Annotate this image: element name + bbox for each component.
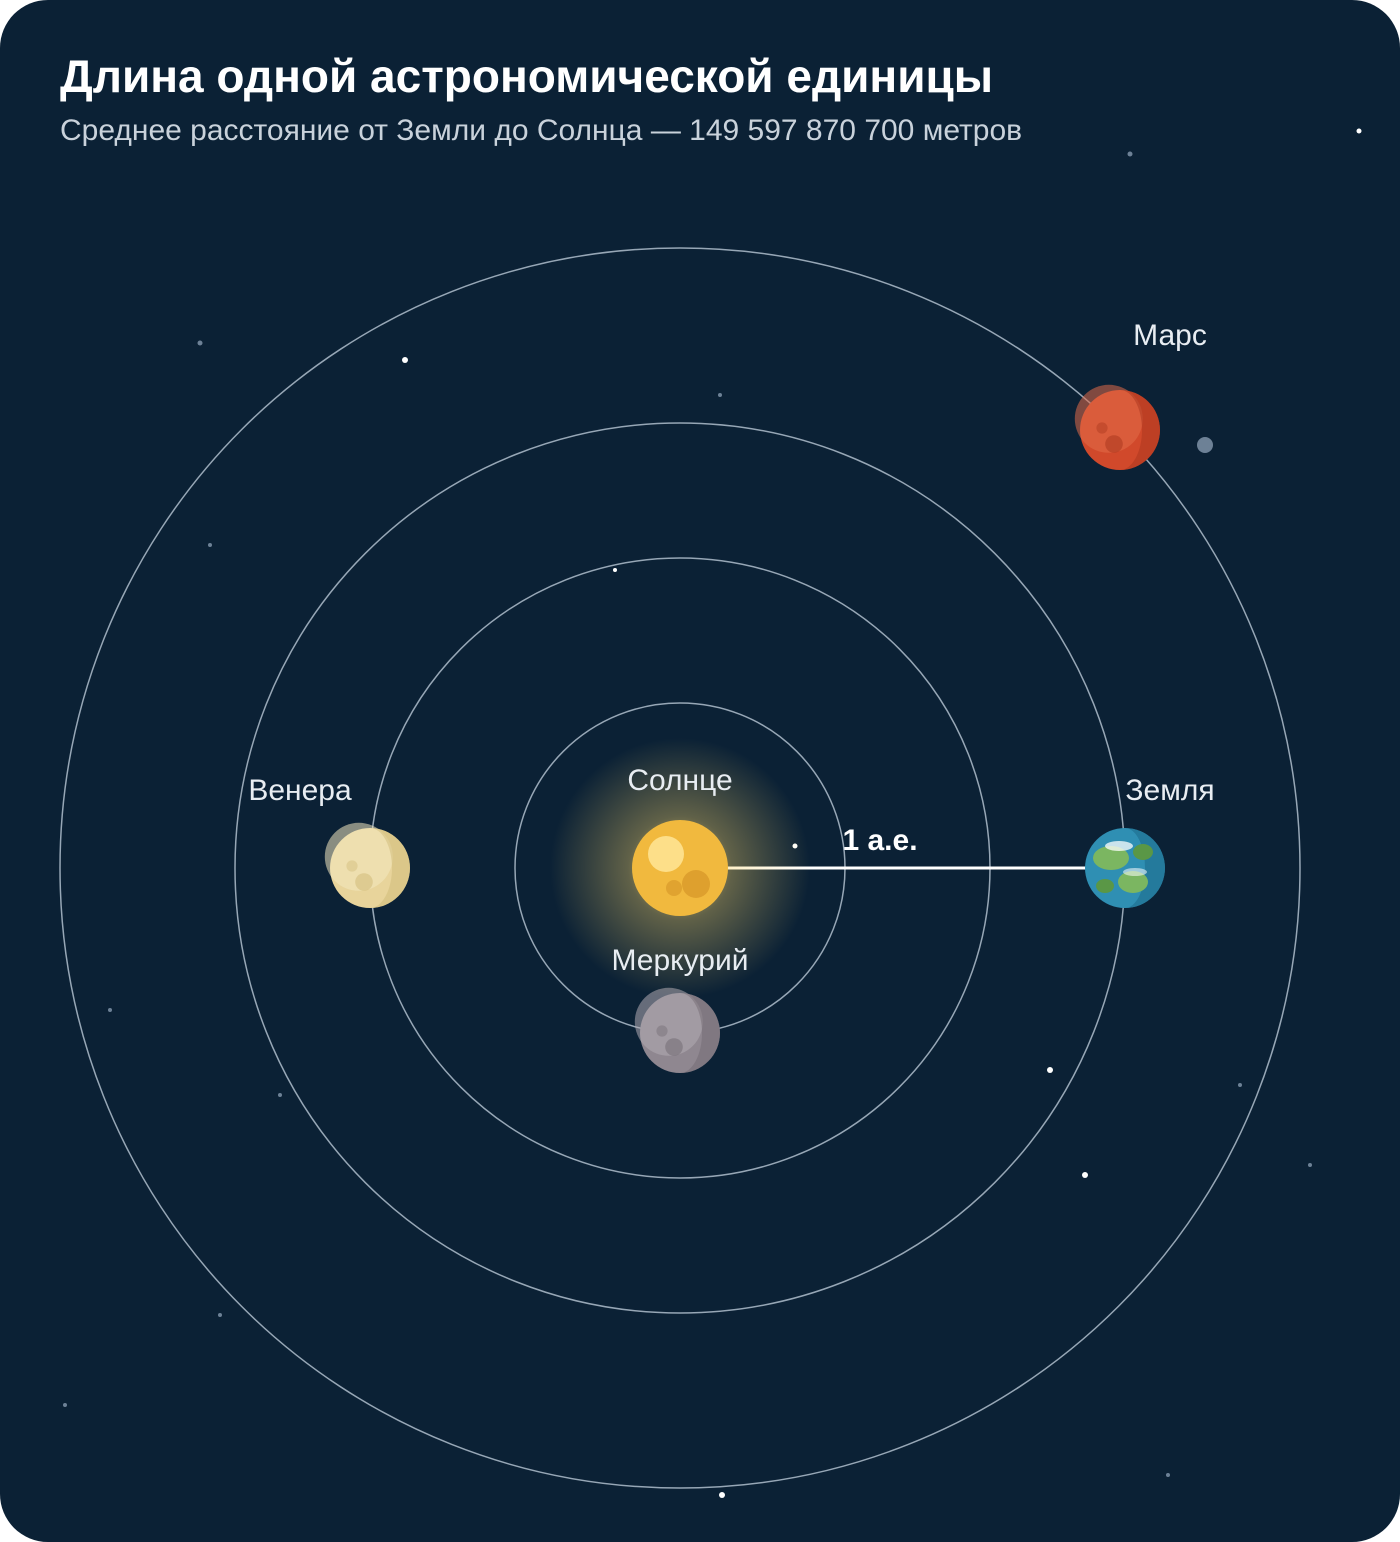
label-sun: Солнце xyxy=(627,764,732,797)
star xyxy=(218,1313,222,1317)
infographic-canvas: Солнце Меркурий Венера Земля Марс 1 а.е. Длин… xyxy=(0,0,1400,1542)
label-mercury: Меркурий xyxy=(611,944,748,977)
planet-mercury-spot xyxy=(665,1038,683,1056)
star xyxy=(1357,129,1362,134)
planet-mercury-spot xyxy=(656,1025,667,1036)
sun-highlight xyxy=(648,836,684,872)
sun xyxy=(632,820,728,916)
star xyxy=(1238,1083,1242,1087)
sun-shade xyxy=(666,880,682,896)
star xyxy=(108,1008,112,1012)
planet-mars-spot xyxy=(1105,435,1123,453)
star xyxy=(1308,1163,1312,1167)
diagram-svg: Солнце Меркурий Венера Земля Марс 1 а.е. xyxy=(0,0,1400,1542)
star xyxy=(208,543,212,547)
subtitle: Среднее расстояние от Земли до Солнца — … xyxy=(60,112,1022,150)
star xyxy=(718,393,722,397)
star xyxy=(1197,437,1213,453)
planet-venus-spot xyxy=(346,860,357,871)
planet-mars-spot xyxy=(1096,422,1107,433)
star xyxy=(1128,152,1133,157)
star xyxy=(63,1403,67,1407)
star xyxy=(198,341,203,346)
label-earth: Земля xyxy=(1125,774,1214,807)
star xyxy=(613,568,617,572)
title: Длина одной астрономической единицы xyxy=(60,50,993,103)
label-au: 1 а.е. xyxy=(842,824,917,857)
star xyxy=(719,1492,725,1498)
label-venus: Венера xyxy=(248,774,352,807)
label-mars: Марс xyxy=(1133,319,1207,352)
star xyxy=(1082,1172,1088,1178)
planet-venus-spot xyxy=(355,873,373,891)
star xyxy=(1047,1067,1053,1073)
star xyxy=(1166,1473,1170,1477)
sun-shade xyxy=(682,870,710,898)
star xyxy=(402,357,408,363)
star xyxy=(278,1093,282,1097)
